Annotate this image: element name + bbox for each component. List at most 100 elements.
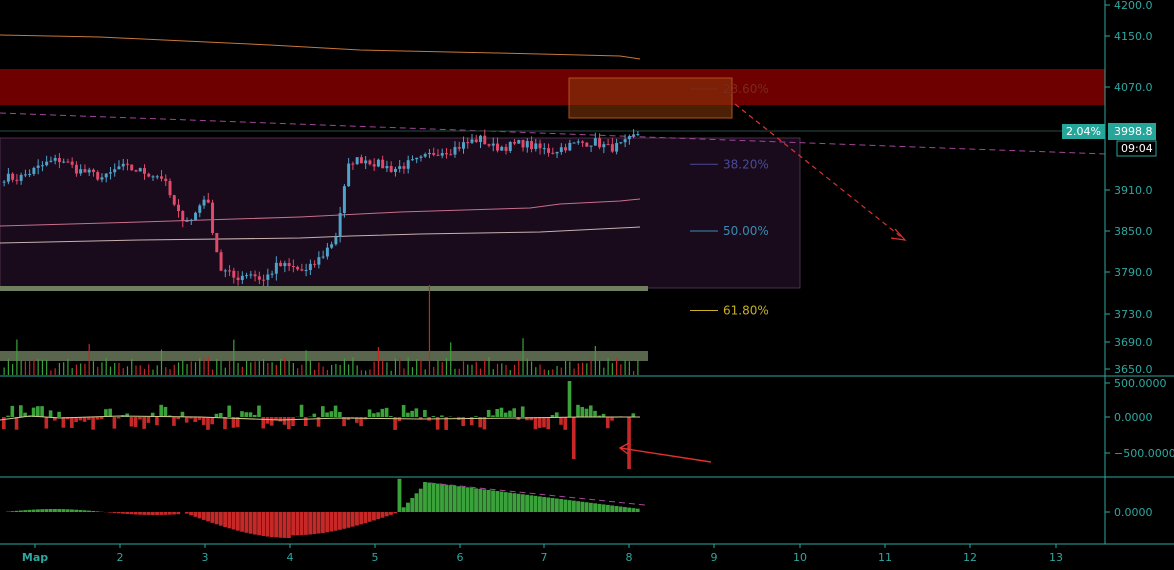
- oscillator-bar: [274, 512, 279, 538]
- delta-bar: [95, 417, 100, 420]
- oscillator-bar: [423, 482, 427, 512]
- delta-bar: [423, 410, 427, 417]
- volume-bar: [628, 361, 630, 375]
- volume-bar: [245, 360, 248, 375]
- candle-body: [593, 138, 597, 146]
- candle-body: [40, 165, 44, 167]
- candle-body: [466, 142, 470, 144]
- candle-body: [108, 172, 112, 174]
- volume-bar: [501, 363, 503, 375]
- volume-bar: [284, 357, 286, 375]
- candle-body: [121, 163, 125, 167]
- volume-bar: [186, 364, 188, 375]
- volume-bar: [143, 368, 146, 375]
- candle-body: [623, 139, 627, 143]
- delta-bar: [520, 406, 525, 417]
- oscillator-bar: [563, 499, 568, 512]
- time-axis[interactable]: Мар 2 3 4 5 6 7 8 9 10 11 12 13: [22, 544, 1063, 564]
- volume-bar: [190, 361, 192, 375]
- oscillator-bar: [87, 510, 91, 512]
- delta-bar: [393, 417, 397, 430]
- volume-bar: [556, 365, 558, 375]
- oscillator-bar: [95, 511, 100, 512]
- oscillator-bar: [491, 490, 495, 512]
- candle-body: [62, 161, 66, 163]
- delta-bar: [380, 408, 385, 417]
- time-tick-label: 10: [793, 551, 807, 564]
- delta-bar: [478, 417, 482, 428]
- volume-bar: [148, 364, 150, 375]
- candle-body: [279, 262, 283, 267]
- candle-body: [185, 220, 189, 222]
- delta-bar: [252, 414, 257, 417]
- candle-body: [521, 140, 525, 148]
- oscillator-bar: [610, 505, 615, 512]
- last-price-badge: [1108, 123, 1156, 140]
- delta-bar: [571, 417, 576, 459]
- delta-bar: [559, 417, 563, 425]
- candle-body: [517, 140, 521, 144]
- candle-body: [219, 252, 223, 271]
- delta-annotation-arrowhead: [618, 442, 630, 455]
- delta-bar: [235, 417, 240, 428]
- delta-bar: [435, 417, 440, 430]
- delta-bar: [410, 410, 414, 417]
- delta-bar: [36, 406, 40, 417]
- oscillator-bar: [172, 512, 176, 515]
- volume-bar: [254, 361, 256, 375]
- delta-bar: [70, 417, 74, 428]
- oscillator-bar: [329, 512, 334, 532]
- time-tick-label: 3: [202, 551, 209, 564]
- oscillator-bar: [359, 512, 364, 525]
- price-tick-label: 4070.0: [1114, 81, 1153, 94]
- volume-bar: [220, 360, 222, 375]
- volume-bar: [360, 370, 363, 375]
- delta-bar: [512, 408, 517, 417]
- candle-body: [206, 199, 210, 203]
- volume-bar: [530, 361, 533, 375]
- volume-bar: [348, 364, 350, 375]
- oscillator-bar: [31, 509, 36, 512]
- oscillator-bar: [376, 512, 381, 520]
- oscillator-bar: [325, 512, 330, 533]
- oscillator-bar: [499, 491, 504, 512]
- oscillator-bar: [61, 509, 66, 512]
- candle-body: [547, 148, 551, 153]
- last-price-text: 3998.8: [1114, 125, 1153, 138]
- oscillator-bar: [150, 512, 155, 515]
- delta-bar: [274, 417, 278, 421]
- oscillator-bar: [14, 510, 19, 512]
- delta-bar: [384, 407, 389, 417]
- volume-bar: [75, 364, 78, 375]
- delta-bar: [342, 417, 346, 427]
- volume-bar: [139, 365, 141, 375]
- time-tick-label: 8: [626, 551, 633, 564]
- volume-bar: [577, 363, 579, 375]
- delta-bar: [605, 417, 610, 429]
- candle-body: [330, 244, 334, 248]
- delta-bar: [269, 417, 274, 426]
- time-tick-label: Мар: [22, 551, 48, 564]
- oscillator-bar: [372, 512, 376, 521]
- oscillator-bar: [622, 507, 627, 512]
- candle-body: [423, 154, 427, 157]
- volume-bar: [505, 364, 507, 375]
- volume-bar: [535, 367, 537, 375]
- oscillator-bar: [282, 512, 287, 538]
- volume-bar: [467, 364, 469, 375]
- osc-tick-label: 0.0000: [1114, 506, 1153, 519]
- volume-bar: [539, 364, 541, 375]
- candle-body: [389, 166, 393, 172]
- candle-body: [147, 173, 151, 177]
- price-axis[interactable]: 4200.0 4150.0 4070.0 3910.0 3850.0 3790.0 3730…: [1105, 0, 1174, 519]
- oscillator-bar: [112, 512, 117, 513]
- volume-bar: [386, 362, 388, 375]
- delta-bar: [469, 417, 474, 426]
- candle-body: [585, 142, 589, 147]
- candle-body: [215, 232, 219, 253]
- delta-bar: [550, 414, 555, 417]
- candle-body: [479, 135, 482, 143]
- candle-body: [155, 176, 159, 178]
- candle-body: [194, 212, 198, 221]
